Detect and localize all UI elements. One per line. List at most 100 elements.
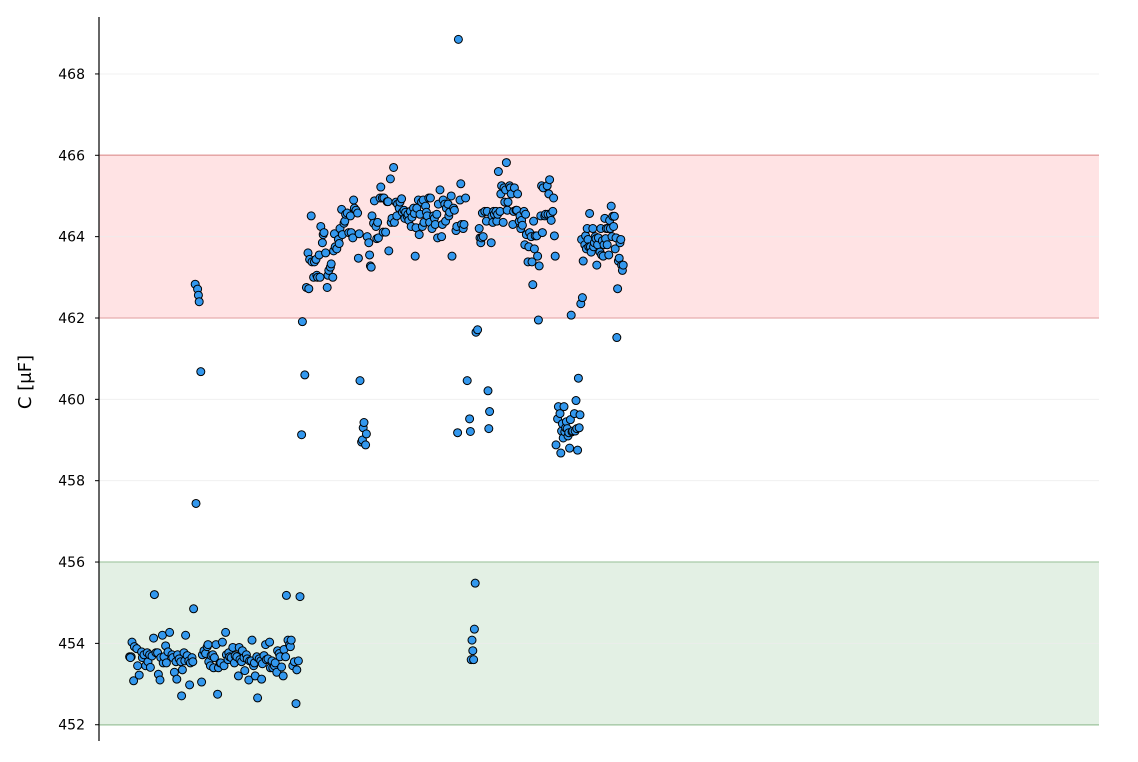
data-point: [191, 498, 201, 508]
data-point: [578, 256, 588, 266]
data-point: [468, 646, 478, 656]
data-point: [286, 635, 296, 645]
data-point: [528, 280, 538, 290]
data-point: [353, 253, 363, 263]
data-point: [373, 233, 383, 243]
data-point: [277, 662, 287, 672]
data-point: [612, 333, 622, 343]
y-tick-labels: 452 454 456 458 460 462 464 466 468: [58, 67, 99, 734]
data-point: [609, 211, 619, 221]
data-point: [571, 396, 581, 406]
data-point: [498, 217, 508, 227]
data-point: [470, 578, 480, 588]
data-point: [453, 428, 463, 438]
data-point: [425, 193, 435, 203]
data-point: [574, 423, 584, 433]
data-point: [185, 680, 195, 690]
data-point: [257, 674, 267, 684]
data-point: [556, 448, 566, 458]
data-point: [517, 220, 527, 230]
data-point: [469, 655, 479, 665]
data-point: [209, 653, 219, 663]
data-point: [410, 251, 420, 261]
data-points: [125, 34, 628, 709]
data-point: [354, 229, 364, 239]
data-point: [326, 259, 336, 269]
data-point: [315, 272, 325, 282]
data-point: [300, 370, 310, 380]
data-point: [181, 630, 191, 640]
y-tick-label: 460: [58, 392, 85, 408]
data-point: [588, 224, 598, 234]
data-point: [129, 676, 139, 686]
data-point: [501, 158, 511, 168]
data-point: [189, 604, 199, 614]
data-point: [537, 228, 547, 238]
data-point: [467, 635, 477, 645]
data-point: [573, 373, 583, 383]
data-point: [473, 325, 483, 335]
data-point: [513, 189, 523, 199]
y-axis-title: C [μF]: [15, 355, 36, 409]
data-point: [389, 162, 399, 172]
data-point: [304, 284, 314, 294]
data-point: [247, 635, 257, 645]
data-point: [551, 440, 561, 450]
data-point: [319, 228, 329, 238]
data-point: [134, 670, 144, 680]
y-tick-label: 468: [58, 67, 85, 83]
y-tick-label: 456: [58, 555, 85, 571]
data-point: [449, 205, 459, 215]
data-point: [610, 244, 620, 254]
data-point: [240, 666, 250, 676]
data-point: [244, 675, 254, 685]
data-point: [306, 211, 316, 221]
data-point: [385, 174, 395, 184]
data-point: [618, 260, 628, 270]
data-point: [609, 221, 619, 231]
data-point: [322, 282, 332, 292]
data-point: [447, 251, 457, 261]
data-point: [317, 238, 327, 248]
data-point: [546, 215, 556, 225]
data-point: [177, 691, 187, 701]
data-point: [297, 430, 307, 440]
data-point: [328, 272, 338, 282]
data-point: [365, 250, 375, 260]
data-point: [361, 429, 371, 439]
data-point: [203, 640, 213, 650]
data-point: [559, 402, 569, 412]
data-point: [297, 317, 307, 327]
data-point: [292, 665, 302, 675]
data-point: [613, 284, 623, 294]
data-point: [197, 677, 207, 687]
y-tick-label: 464: [58, 230, 85, 246]
data-point: [270, 658, 280, 668]
data-point: [483, 386, 493, 396]
data-point: [527, 257, 537, 267]
data-point: [435, 185, 445, 195]
data-point: [529, 244, 539, 254]
y-tick-label: 458: [58, 474, 85, 490]
data-point: [397, 194, 407, 204]
data-point: [364, 238, 374, 248]
data-point: [495, 206, 505, 216]
data-point: [145, 662, 155, 672]
data-point: [321, 248, 331, 258]
data-point: [149, 590, 159, 600]
data-point: [565, 443, 575, 453]
data-point: [486, 238, 496, 248]
data-point: [281, 590, 291, 600]
data-point: [188, 657, 198, 667]
data-point: [606, 201, 616, 211]
y-tick-label: 466: [58, 148, 85, 164]
data-point: [295, 592, 305, 602]
data-point: [549, 231, 559, 241]
data-point: [196, 367, 206, 377]
data-point: [529, 216, 539, 226]
data-point: [383, 197, 393, 207]
data-point: [361, 440, 371, 450]
data-point: [281, 652, 291, 662]
y-tick-label: 454: [58, 636, 85, 652]
